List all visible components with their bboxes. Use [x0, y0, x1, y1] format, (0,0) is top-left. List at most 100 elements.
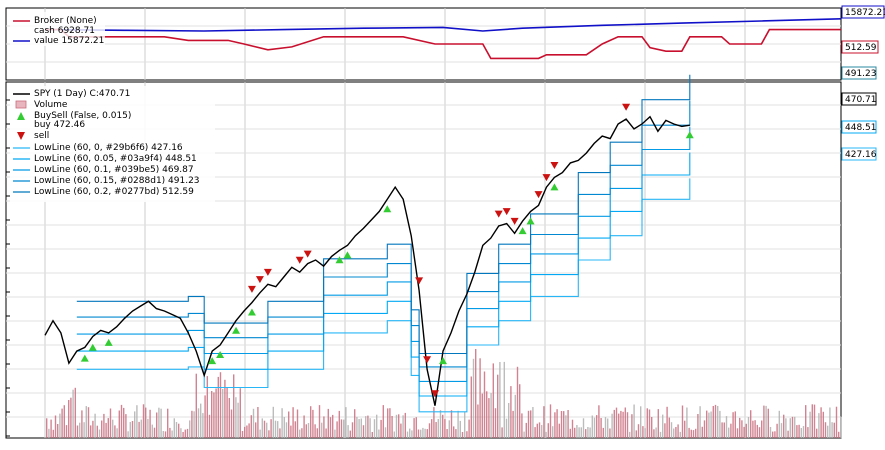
volume-bar-156: [389, 408, 391, 438]
legend-sell: sell: [34, 131, 49, 141]
volume-bar-229: [549, 404, 552, 438]
volume-bar-306: [719, 410, 721, 438]
volume-bar-152: [380, 419, 382, 438]
buy-marker-12: [526, 217, 535, 225]
volume-bar-277: [655, 427, 657, 438]
volume-bar-185: [453, 426, 455, 438]
volume-bar-217: [523, 431, 525, 438]
volume-bar-237: [567, 410, 569, 438]
volume-bar-73: [206, 376, 208, 438]
volume-bar-298: [701, 426, 703, 438]
volume-bar-349: [813, 404, 816, 438]
volume-bar-32: [116, 428, 118, 438]
volume-bar-85: [233, 374, 235, 438]
volume-bar-86: [235, 397, 237, 438]
volume-bar-309: [725, 416, 728, 438]
volume-bar-329: [769, 427, 772, 438]
volume-bar-343: [800, 428, 802, 438]
volume-bar-350: [816, 428, 818, 438]
volume-bar-78: [217, 376, 219, 438]
volume-bar-42: [138, 421, 140, 438]
buy-marker-4: [216, 351, 225, 358]
volume-bar-302: [710, 411, 712, 438]
volume-bar-297: [699, 406, 701, 438]
volume-bars: [46, 349, 842, 438]
volume-bar-89: [241, 431, 244, 438]
volume-bar-232: [556, 409, 558, 438]
volume-bar-310: [728, 427, 730, 438]
buy-marker-9: [383, 205, 392, 213]
legend-buy-icon: [17, 112, 25, 120]
buy-marker-3: [208, 357, 217, 365]
volume-bar-134: [340, 419, 343, 438]
volume-bar-144: [362, 425, 365, 438]
volume-bar-246: [587, 427, 589, 438]
volume-bar-9: [65, 425, 68, 438]
volume-bar-65: [189, 420, 191, 438]
buy-marker-6: [247, 308, 256, 316]
volume-bar-345: [805, 405, 807, 438]
sell-marker-5: [415, 277, 424, 285]
volume-bar-244: [582, 418, 585, 438]
volume-bar-247: [589, 427, 591, 438]
volume-bar-308: [723, 422, 725, 438]
volume-bar-164: [406, 431, 409, 438]
legend-lowline-0: LowLine (60, 0, #29b6f6) 427.16: [34, 143, 183, 153]
volume-bar-12: [72, 389, 74, 438]
volume-bar-186: [455, 429, 457, 438]
volume-bar-207: [501, 427, 503, 438]
volume-bar-187: [457, 410, 459, 438]
volume-bar-79: [219, 372, 222, 438]
volume-bar-44: [142, 404, 145, 438]
volume-bar-51: [158, 407, 160, 438]
lowline-0: [76, 178, 691, 413]
volume-bar-262: [622, 411, 624, 438]
volume-bar-243: [580, 427, 582, 438]
volume-bar-25: [101, 420, 103, 438]
volume-bar-136: [345, 407, 347, 438]
volume-bar-122: [314, 424, 316, 438]
volume-bar-0: [46, 418, 48, 438]
volume-bar-149: [373, 419, 376, 438]
volume-bar-234: [560, 411, 563, 438]
volume-bar-123: [316, 428, 318, 438]
legend-lowline-3: LowLine (60, 0.15, #0288d1) 491.23: [34, 176, 200, 186]
volume-bar-361: [840, 416, 842, 438]
volume-bar-48: [151, 424, 153, 438]
volume-bar-304: [714, 404, 717, 438]
volume-bar-270: [640, 406, 642, 438]
volume-bar-110: [288, 411, 290, 438]
volume-bar-315: [739, 417, 741, 438]
volume-bar-265: [629, 431, 631, 438]
volume-bar-317: [743, 426, 745, 438]
volume-bar-192: [468, 419, 470, 438]
volume-bar-6: [59, 413, 61, 438]
volume-bar-338: [789, 418, 791, 438]
volume-bar-111: [290, 425, 292, 438]
volume-bar-103: [272, 406, 274, 438]
volume-bar-259: [615, 407, 618, 438]
volume-bar-18: [85, 406, 87, 438]
volume-bar-282: [666, 406, 668, 438]
sell-marker-14: [622, 103, 631, 111]
volume-bar-325: [761, 420, 763, 438]
volume-bar-182: [446, 429, 448, 438]
volume-bar-209: [505, 418, 508, 438]
volume-bar-31: [114, 425, 116, 438]
volume-bar-68: [195, 373, 197, 438]
volume-bar-55: [167, 408, 169, 438]
volume-bar-141: [356, 416, 358, 438]
volume-bar-261: [620, 410, 622, 438]
volume-bar-206: [499, 362, 501, 438]
volume-bar-337: [787, 430, 789, 438]
volume-bar-129: [329, 417, 332, 438]
volume-bar-165: [409, 428, 411, 438]
volume-bar-199: [483, 371, 486, 438]
buy-marker-8: [343, 251, 352, 259]
volume-bar-47: [149, 409, 151, 438]
volume-bar-114: [296, 409, 299, 438]
volume-bar-54: [164, 431, 167, 438]
volume-bar-240: [574, 427, 576, 438]
volume-bar-326: [763, 405, 765, 438]
volume-bar-1: [48, 428, 50, 438]
